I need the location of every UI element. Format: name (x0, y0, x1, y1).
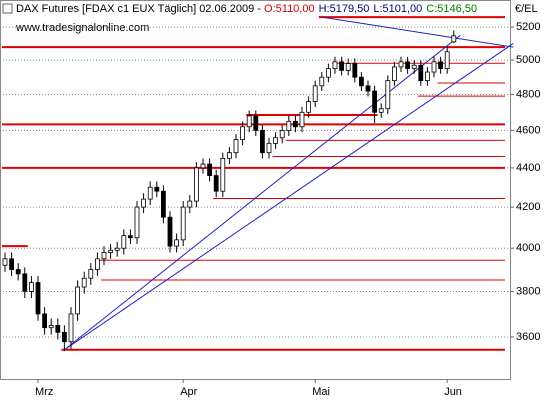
candle-body (345, 63, 351, 71)
candle-body (279, 130, 285, 139)
candle-body (226, 152, 232, 159)
candle-body (114, 247, 120, 251)
candle-body (200, 163, 206, 169)
candle-body (134, 206, 140, 239)
candle-body (141, 198, 147, 208)
chart-title: DAX Futures [FDAX c1 EUX Täglich] 02.06.… (16, 3, 477, 15)
candle-body (42, 313, 47, 329)
candle-body (101, 252, 107, 260)
candle-body (292, 120, 298, 128)
header-icon (2, 3, 13, 14)
candle-body (378, 108, 384, 113)
candle-body (213, 175, 219, 192)
candle-body (306, 101, 312, 113)
candle-body (154, 186, 160, 192)
y-tick-label: 5000 (516, 54, 540, 66)
trend-line (321, 16, 514, 48)
candle-body (55, 324, 61, 333)
candle-body (405, 61, 411, 70)
x-tick-label: Mrz (35, 386, 53, 398)
candle-body (121, 235, 127, 249)
candle-body (319, 76, 325, 87)
candle-body (259, 130, 265, 154)
y-tick-label: 4800 (516, 88, 540, 100)
candle-body (418, 64, 424, 82)
trend-line (64, 34, 461, 351)
candle-body (246, 115, 252, 128)
x-tick-label: Apr (180, 386, 197, 398)
candle-body (325, 68, 331, 78)
candle-body (174, 239, 180, 247)
candle-body (299, 111, 305, 128)
candle-body (438, 61, 444, 70)
candle-body (15, 269, 21, 275)
candle-body (233, 139, 239, 154)
candle-body (273, 137, 279, 144)
candle-body (28, 282, 34, 292)
candle-body (167, 216, 173, 247)
candle-body (2, 258, 8, 266)
candle-body (398, 61, 404, 68)
candle-body (431, 61, 437, 73)
title: DAX Futures [FDAX c1 EUX Täglich] 02.06.… (16, 3, 264, 15)
candle-body (312, 85, 318, 103)
plot-frame (0, 0, 511, 380)
candle-body (220, 157, 226, 192)
low-label: L:5101,00 (373, 3, 422, 15)
candle-body (365, 85, 371, 92)
candle-body (193, 167, 199, 202)
y-tick-label: 4000 (516, 242, 540, 254)
plot-layer: 3600 3800 4000 4200 4400 4600 4800 5000 5200 Mrz A… (0, 16, 540, 398)
y-tick-label: 4600 (516, 124, 540, 136)
candle-body (62, 331, 67, 343)
candle-body (352, 63, 358, 78)
candle-body (266, 142, 272, 154)
candle-body (411, 64, 417, 70)
candle-body (75, 286, 80, 315)
candle-body (253, 115, 259, 131)
candle-body (22, 273, 28, 292)
candle-body (95, 258, 100, 270)
candle-body (451, 35, 457, 43)
candle-body (88, 269, 94, 279)
y-tick-label: 3800 (516, 285, 540, 297)
candle-body (444, 51, 450, 70)
website: www.tradesignalonline.com (15, 22, 149, 34)
candle-body (391, 66, 397, 82)
candle-body (9, 258, 15, 270)
candle-body (68, 313, 74, 343)
candle-body (81, 277, 87, 288)
high-label: H:5179,50 (319, 3, 370, 15)
candle-body (160, 190, 166, 218)
y-axis-label: €/EL (515, 3, 538, 15)
y-tick-label: 5200 (516, 21, 540, 33)
candle-body (286, 120, 292, 131)
candle-body (180, 206, 186, 241)
candle-body (147, 186, 153, 200)
candle-body (48, 324, 54, 329)
candle-body (424, 71, 430, 82)
candle-body (187, 200, 193, 208)
candle-body (358, 76, 364, 87)
candle-body (332, 61, 338, 70)
y-tick-label: 4200 (516, 201, 540, 213)
candle-body (339, 61, 345, 71)
x-tick-label: Jun (444, 386, 462, 398)
candle-body (207, 163, 213, 176)
y-tick-label: 3600 (516, 331, 540, 343)
candle-body (385, 80, 391, 110)
y-tick-label: 4400 (516, 162, 540, 174)
trend-line (64, 43, 514, 351)
candle-body (372, 90, 378, 113)
candle-body (127, 235, 133, 239)
open-label: O:5110,00 (264, 3, 315, 15)
candle-body (35, 282, 41, 315)
candle-body (240, 126, 246, 141)
x-tick-label: Mai (312, 386, 330, 398)
close-label: C:5146,50 (426, 3, 477, 15)
candle-body (108, 249, 113, 253)
